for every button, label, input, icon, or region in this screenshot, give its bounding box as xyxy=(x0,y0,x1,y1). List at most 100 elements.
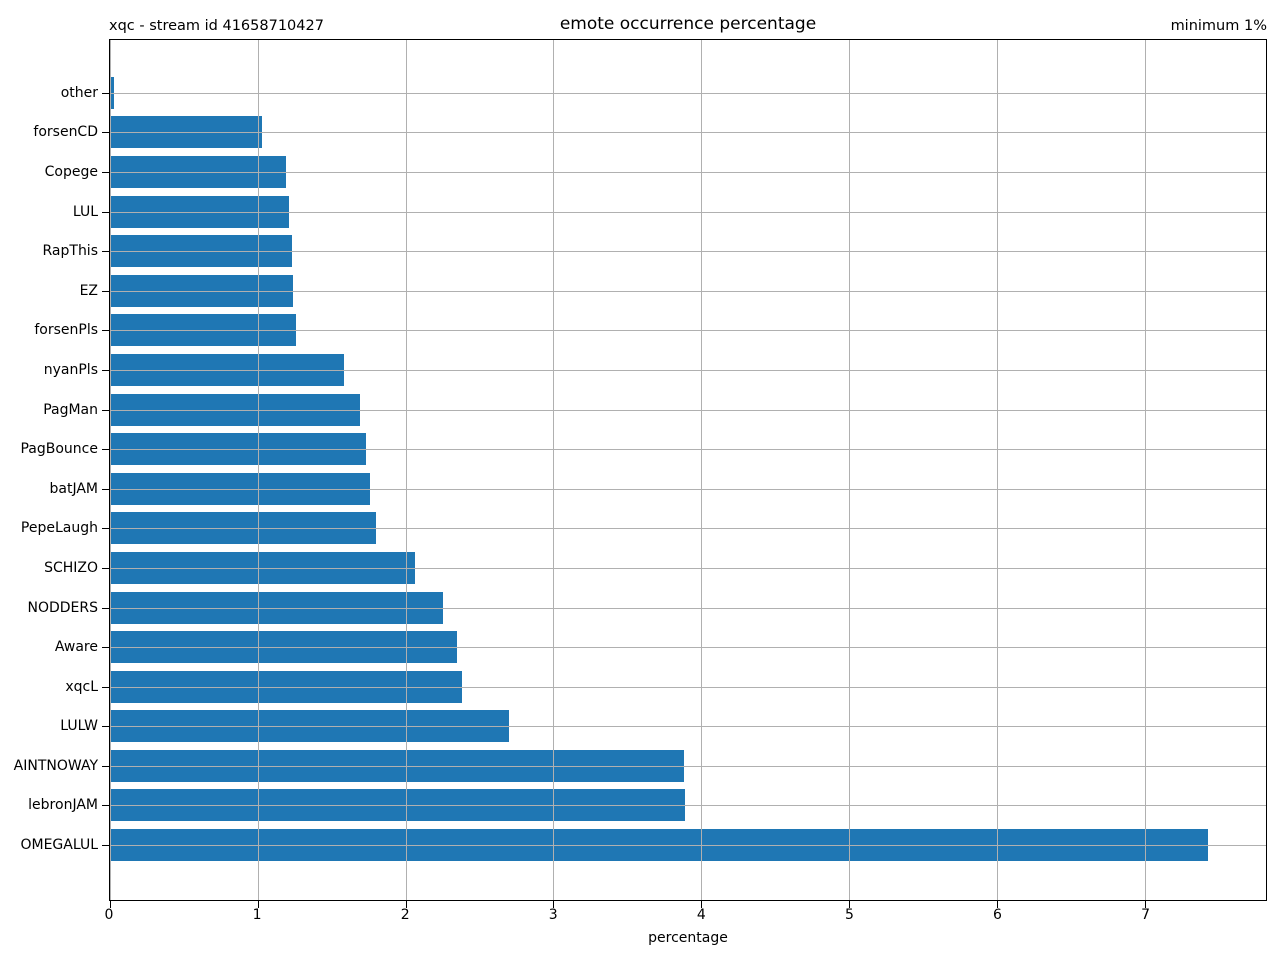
y-tick-mark xyxy=(102,92,109,94)
y-tick-label: RapThis xyxy=(42,243,99,260)
y-tick-mark xyxy=(102,805,109,807)
y-tick-mark xyxy=(102,449,109,451)
y-tick-label: Aware xyxy=(54,639,98,656)
bar-row: batJAM xyxy=(50,469,1266,509)
x-tick-mark xyxy=(1144,901,1146,908)
horizontal-gridline xyxy=(110,409,1266,411)
y-tick-label: PagMan xyxy=(43,401,98,418)
x-tick-label: 1 xyxy=(252,907,262,923)
bar-row: PagBounce xyxy=(20,429,1266,469)
bar-row: LUL xyxy=(73,192,1266,232)
horizontal-gridline xyxy=(110,845,1266,847)
y-tick-label: batJAM xyxy=(49,480,99,497)
vertical-gridline xyxy=(110,40,111,900)
bar-row: Copege xyxy=(45,152,1266,192)
bar-row: SCHIZO xyxy=(44,548,1266,588)
y-tick-label: EZ xyxy=(79,282,98,299)
x-tick-mark xyxy=(849,901,851,908)
y-tick-label: forsenCD xyxy=(33,124,98,141)
y-tick-label: SCHIZO xyxy=(44,559,98,576)
y-tick-mark xyxy=(102,369,109,371)
y-tick-mark xyxy=(102,132,109,134)
horizontal-gridline xyxy=(110,449,1266,451)
x-tick-mark xyxy=(996,901,998,908)
x-tick-label: 0 xyxy=(104,907,114,923)
bar-row: forsenCD xyxy=(33,113,1266,153)
x-tick-label: 7 xyxy=(1141,907,1151,923)
horizontal-gridline xyxy=(110,647,1266,649)
horizontal-gridline xyxy=(110,132,1266,134)
horizontal-gridline xyxy=(110,488,1266,490)
y-tick-mark xyxy=(102,251,109,253)
vertical-gridline xyxy=(996,40,998,900)
bar-row: PagMan xyxy=(43,390,1266,430)
x-tick-mark xyxy=(405,901,407,908)
chart-title: emote occurrence percentage xyxy=(559,14,817,34)
vertical-gridline xyxy=(849,40,851,900)
horizontal-gridline xyxy=(110,805,1266,807)
horizontal-gridline xyxy=(110,290,1266,292)
y-tick-label: lebronJAM xyxy=(28,797,98,814)
horizontal-gridline xyxy=(110,607,1266,609)
y-tick-label: NODDERS xyxy=(27,599,98,616)
x-tick-label: 2 xyxy=(400,907,410,923)
y-tick-mark xyxy=(102,765,109,767)
chart-subtitle-right: minimum 1% xyxy=(1170,18,1267,34)
bar-row: lebronJAM xyxy=(28,786,1266,826)
horizontal-gridline xyxy=(110,369,1266,371)
y-tick-label: LULW xyxy=(60,718,98,735)
y-tick-mark xyxy=(102,488,109,490)
x-tick-mark xyxy=(110,901,111,908)
x-tick-mark xyxy=(701,901,703,908)
y-tick-mark xyxy=(102,330,109,332)
y-tick-label: OMEGALUL xyxy=(20,837,98,854)
horizontal-gridline xyxy=(110,330,1266,332)
horizontal-gridline xyxy=(110,528,1266,530)
horizontal-gridline xyxy=(110,726,1266,728)
bar-row: RapThis xyxy=(43,231,1266,271)
bar-row: PepeLaugh xyxy=(21,509,1266,549)
bar-row: AINTNOWAY xyxy=(14,746,1266,786)
vertical-gridline xyxy=(701,40,703,900)
y-tick-mark xyxy=(102,290,109,292)
y-tick-label: LUL xyxy=(72,203,98,220)
y-tick-label: PagBounce xyxy=(20,441,98,458)
y-tick-mark xyxy=(102,567,109,569)
x-axis-label: percentage xyxy=(648,930,728,946)
y-tick-mark xyxy=(102,845,109,847)
vertical-gridline xyxy=(1144,40,1146,900)
bar-row: Aware xyxy=(55,627,1266,667)
vertical-gridline xyxy=(257,40,259,900)
x-tick-label: 6 xyxy=(993,907,1002,923)
y-tick-mark xyxy=(102,528,109,530)
y-tick-label: Copege xyxy=(44,163,98,180)
x-tick-mark xyxy=(257,901,259,908)
y-tick-label: PepeLaugh xyxy=(20,520,98,537)
horizontal-gridline xyxy=(110,171,1266,173)
y-tick-mark xyxy=(102,726,109,728)
y-tick-mark xyxy=(102,409,109,411)
horizontal-gridline xyxy=(110,686,1266,688)
plot-area: other forsenCD Copege LUL RapThis EZ forsenPls… xyxy=(14,39,1267,908)
y-tick-mark xyxy=(102,171,109,173)
horizontal-gridline xyxy=(110,251,1266,253)
horizontal-gridline xyxy=(110,211,1266,213)
bar-row: nyanPls xyxy=(44,350,1266,390)
bar-row: other xyxy=(61,73,1266,113)
chart-subtitle-left: xqc - stream id 41658710427 xyxy=(109,18,324,34)
bar-row: LULW xyxy=(60,707,1266,747)
bar-row: NODDERS xyxy=(27,588,1266,628)
vertical-gridline xyxy=(553,40,555,900)
y-tick-mark xyxy=(102,607,109,609)
x-tick-label: 5 xyxy=(844,907,854,923)
x-tick-label: 4 xyxy=(696,907,706,923)
vertical-gridline xyxy=(405,40,407,900)
x-tick-mark xyxy=(553,901,555,908)
bar-rows: other forsenCD Copege LUL RapThis EZ forsenPls… xyxy=(14,40,1266,900)
y-tick-label: xqcL xyxy=(65,678,98,695)
bar-row: OMEGALUL xyxy=(20,825,1266,865)
y-tick-mark xyxy=(102,686,109,688)
horizontal-gridline xyxy=(110,765,1266,767)
y-tick-label: forsenPls xyxy=(34,322,98,339)
